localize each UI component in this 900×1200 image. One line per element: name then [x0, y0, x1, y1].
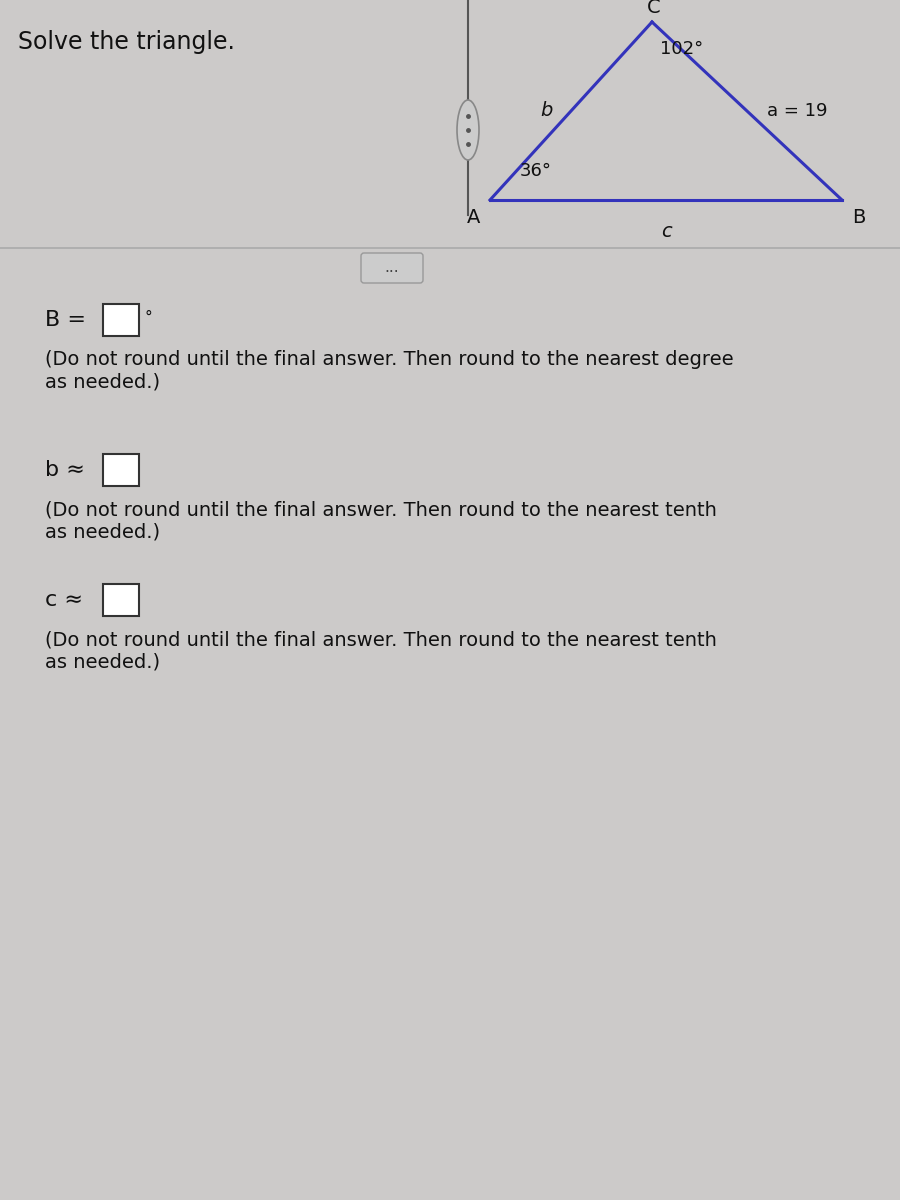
Ellipse shape [457, 100, 479, 160]
Text: Solve the triangle.: Solve the triangle. [18, 30, 235, 54]
Text: as needed.): as needed.) [45, 652, 160, 671]
Text: as needed.): as needed.) [45, 372, 160, 391]
Text: 102°: 102° [660, 40, 703, 58]
Text: °: ° [144, 310, 152, 325]
Text: (Do not round until the final answer. Then round to the nearest degree: (Do not round until the final answer. Th… [45, 350, 733, 370]
Text: B =: B = [45, 310, 86, 330]
Text: as needed.): as needed.) [45, 522, 160, 541]
Text: b: b [541, 102, 553, 120]
Text: A: A [466, 208, 480, 227]
Text: B: B [852, 208, 866, 227]
Text: a = 19: a = 19 [767, 102, 827, 120]
Text: (Do not round until the final answer. Then round to the nearest tenth: (Do not round until the final answer. Th… [45, 500, 717, 518]
Text: c ≈: c ≈ [45, 590, 83, 610]
Text: 36°: 36° [520, 162, 552, 180]
Text: b ≈: b ≈ [45, 460, 85, 480]
Text: (Do not round until the final answer. Then round to the nearest tenth: (Do not round until the final answer. Th… [45, 630, 717, 649]
FancyBboxPatch shape [103, 454, 139, 486]
FancyBboxPatch shape [103, 304, 139, 336]
FancyBboxPatch shape [361, 253, 423, 283]
Text: ...: ... [384, 260, 400, 276]
Text: c: c [661, 222, 671, 241]
Text: C: C [647, 0, 661, 17]
FancyBboxPatch shape [103, 584, 139, 616]
